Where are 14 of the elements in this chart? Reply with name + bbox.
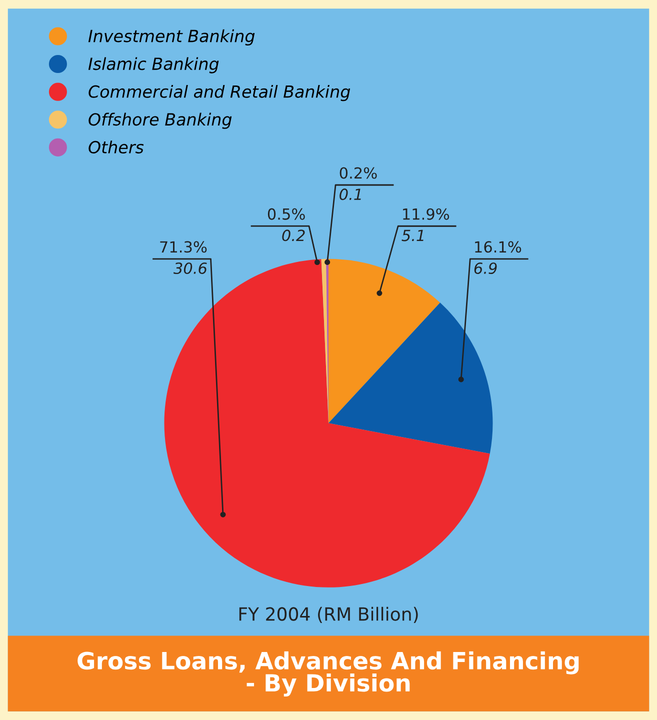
pie-slice [328, 258, 440, 424]
legend-label: Commercial and Retail Banking [88, 84, 350, 102]
legend-label: Investment Banking [88, 29, 255, 46]
legend-label: Islamic Banking [88, 57, 219, 74]
text: Gross Loans, Advances And Financing - By Division [78, 651, 579, 697]
legend-label: Offshore Banking [88, 112, 232, 129]
legend-label: Others [88, 140, 144, 154]
data-label: 11.9% 5.1 [402, 208, 450, 242]
data-label: 71.3% 30.6 [160, 241, 207, 274]
data-label: 0.5% 0.2 [268, 208, 305, 242]
data-label: 16.1% 6.9 [474, 241, 522, 274]
text: FY 2004 (RM Billion) [239, 606, 418, 623]
pie-slice [328, 302, 493, 454]
data-label: 0.2% 0.1 [340, 167, 377, 200]
